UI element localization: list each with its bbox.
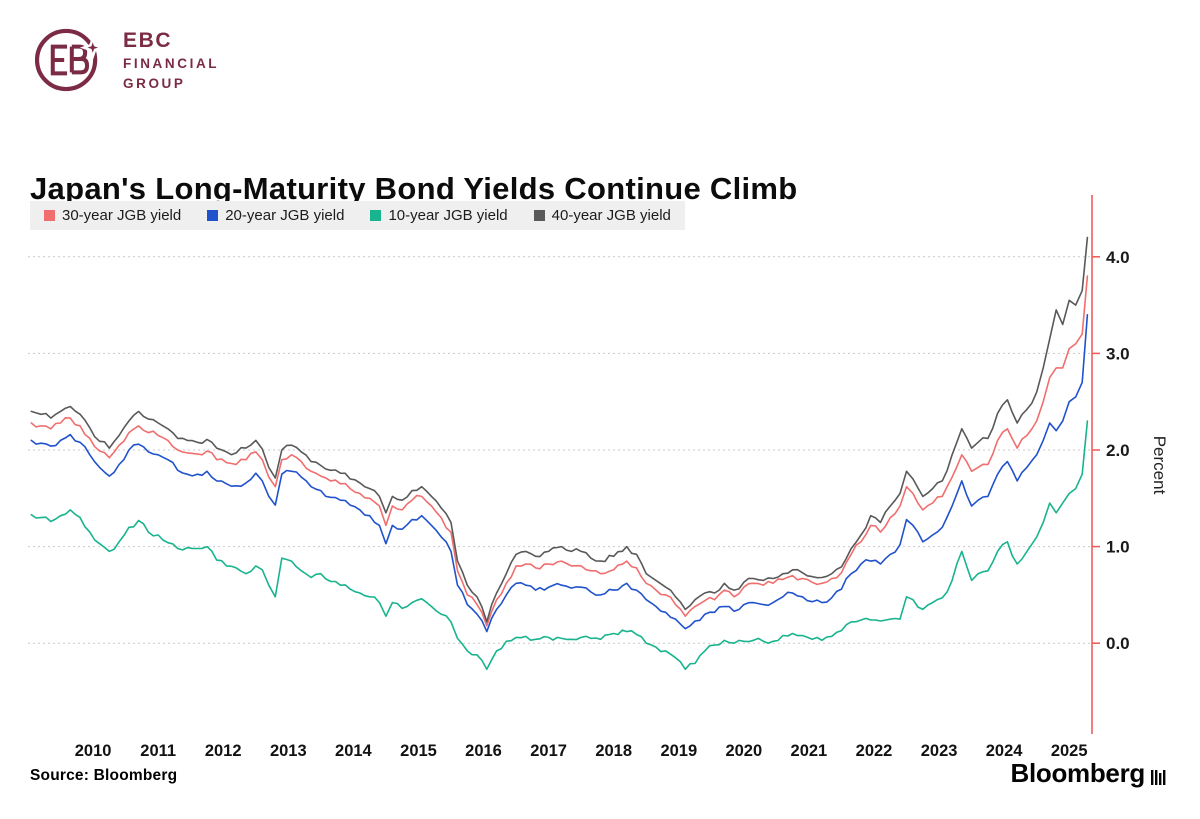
series-line-10-year-jgb-yield [30, 420, 1089, 671]
bloomberg-barcode-icon [1151, 770, 1166, 785]
x-axis-label: 2020 [725, 742, 762, 760]
bloomberg-wordmark: Bloomberg [1010, 760, 1166, 786]
y-axis-label: 2.0 [1106, 441, 1130, 460]
y-axis-label: 0.0 [1106, 634, 1130, 653]
legend-swatch-30-year [44, 210, 55, 221]
legend-label: 40-year JGB yield [551, 207, 671, 224]
series-line-40-year-jgb-yield [30, 236, 1089, 623]
x-axis-label: 2016 [465, 742, 502, 760]
x-axis-label: 2010 [75, 742, 112, 760]
bloomberg-wordmark-text: Bloomberg [1010, 758, 1145, 788]
legend-swatch-20-year [207, 210, 219, 221]
y-axis-label: 4.0 [1106, 248, 1130, 267]
sparkle-icon [79, 34, 106, 61]
logo-line: EBC [123, 29, 173, 52]
y-axis-label: 1.0 [1106, 538, 1130, 557]
x-axis-label: 2013 [270, 742, 307, 760]
x-axis-label: 2021 [791, 742, 828, 760]
legend-swatch-10-year [370, 210, 382, 221]
series-line-20-year-jgb-yield [30, 314, 1089, 633]
x-axis-label: 2025 [1051, 742, 1088, 760]
x-axis-label: 2023 [921, 742, 958, 760]
legend-item-20-year: 20-year JGB yield [207, 207, 344, 224]
legend-item-10-year: 10-year JGB yield [370, 207, 508, 224]
x-axis-label: 2011 [140, 742, 176, 760]
x-axis-label: 2012 [205, 742, 242, 760]
legend-item-30-year: 30-year JGB yield [44, 207, 181, 224]
x-axis-label: 2018 [595, 742, 632, 760]
x-axis-label: 2022 [856, 742, 893, 760]
ebc-logo: EBC FINANCIAL GROUP [28, 20, 219, 100]
ebc-logo-text: EBC FINANCIAL GROUP [123, 30, 219, 90]
x-axis-label: 2015 [400, 742, 437, 760]
source-note: Source: Bloomberg [30, 767, 177, 785]
x-axis-label: 2019 [660, 742, 697, 760]
chart-legend: 30-year JGB yield 20-year JGB yield 10-y… [30, 201, 685, 230]
x-axis-label: 2014 [335, 742, 373, 760]
legend-label: 10-year JGB yield [388, 207, 508, 224]
source-label: Source: [30, 767, 90, 784]
legend-item-40-year: 40-year JGB yield [533, 207, 671, 224]
series-line-30-year-jgb-yield [30, 275, 1089, 627]
y-axis-label: 3.0 [1106, 344, 1130, 363]
y-axis-title: Percent [1150, 436, 1169, 495]
x-axis-label: 2017 [530, 742, 567, 760]
logo-line: GROUP [123, 75, 186, 91]
ebc-logo-icon [34, 28, 106, 92]
legend-label: 20-year JGB yield [225, 207, 345, 224]
chart-title: Japan's Long-Maturity Bond Yields Contin… [30, 170, 798, 206]
x-axis-label: 2024 [986, 742, 1024, 760]
yield-line-chart: 0.0 1.0 2.0 3.0 4.0 Percent 2010 2011 2012 2013 20… [28, 195, 1169, 760]
legend-swatch-40-year [533, 210, 545, 221]
legend-label: 30-year JGB yield [62, 207, 182, 224]
source-value: Bloomberg [93, 767, 178, 784]
logo-line: FINANCIAL [123, 56, 220, 71]
